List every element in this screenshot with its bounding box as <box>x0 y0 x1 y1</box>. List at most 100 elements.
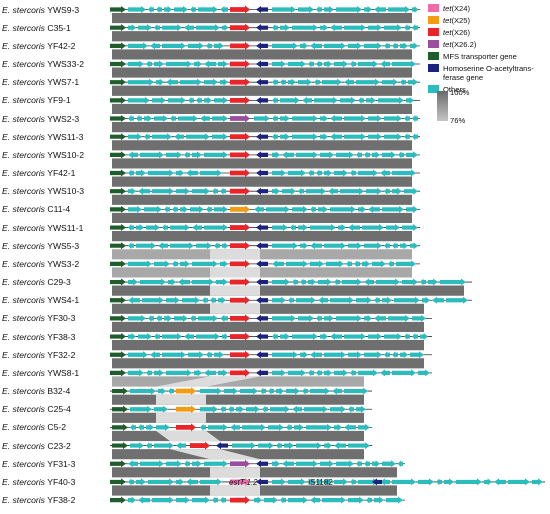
other-gene-arrow <box>392 169 416 177</box>
other-gene-arrow <box>392 187 402 195</box>
strain-label: E. stercoris C11-4 <box>2 202 110 216</box>
homology-band <box>112 340 424 351</box>
other-gene-arrow <box>330 333 342 341</box>
homology-band <box>112 103 412 115</box>
other-gene-arrow <box>154 333 160 341</box>
other-gene-arrow <box>198 314 218 322</box>
tet-gene-arrow <box>230 96 250 105</box>
other-gene-arrow <box>428 278 438 286</box>
other-gene-arrow <box>308 369 314 377</box>
other-gene-arrow <box>214 242 220 250</box>
other-gene-arrow <box>350 478 356 486</box>
other-gene-arrow <box>376 278 400 286</box>
other-gene-arrow <box>166 60 192 68</box>
other-gene-arrow <box>330 405 346 413</box>
other-gene-arrow <box>320 333 328 341</box>
other-gene-arrow <box>324 42 346 50</box>
other-gene-arrow <box>368 333 382 341</box>
strain-track <box>110 241 420 250</box>
mfs-gene-arrow <box>110 187 126 195</box>
other-gene-arrow <box>400 242 408 250</box>
other-gene-arrow <box>348 405 354 413</box>
other-gene-arrow <box>366 496 372 504</box>
other-gene-arrow <box>298 78 312 86</box>
other-gene-arrow <box>330 296 354 304</box>
homoserine-gene-arrow <box>256 42 268 50</box>
other-gene-arrow <box>410 42 418 50</box>
mfs-gene-arrow <box>110 133 126 141</box>
other-gene-arrow <box>204 78 218 86</box>
other-gene-arrow <box>276 442 282 450</box>
other-gene-arrow <box>196 96 202 104</box>
other-gene-arrow <box>224 387 238 395</box>
other-gene-arrow <box>348 224 360 232</box>
other-gene-arrow <box>404 187 418 195</box>
other-gene-arrow <box>350 369 356 377</box>
legend: tet(X24) tet(X25) tet(X26) tet(X26.2) MFS tr… <box>428 4 550 97</box>
other-gene-arrow <box>286 387 300 395</box>
other-gene-arrow <box>214 351 224 359</box>
other-gene-arrow <box>154 405 168 413</box>
other-gene-arrow <box>494 478 506 486</box>
other-gene-arrow <box>128 351 148 359</box>
other-gene-arrow <box>220 260 228 268</box>
other-gene-arrow <box>412 333 418 341</box>
legend-item: MFS transporter gene <box>428 52 550 61</box>
other-gene-arrow <box>220 496 226 504</box>
other-gene-arrow <box>268 423 284 431</box>
other-gene-arrow <box>266 205 290 213</box>
other-gene-arrow <box>344 115 366 123</box>
other-gene-arrow <box>384 242 390 250</box>
other-gene-arrow <box>200 405 218 413</box>
other-gene-arrow <box>184 460 190 468</box>
other-gene-arrow <box>176 169 184 177</box>
legend-item: tet(X26.2) <box>428 40 550 49</box>
other-gene-arrow <box>128 60 144 68</box>
other-gene-arrow <box>162 42 186 50</box>
legend-label: tet(X25) <box>443 16 471 25</box>
other-gene-arrow <box>202 296 208 304</box>
other-gene-arrow <box>404 133 410 141</box>
strain-label: E. stercoris YWS11-3 <box>2 130 110 144</box>
legend-swatch <box>428 64 439 72</box>
other-gene-arrow <box>282 187 296 195</box>
homology-band <box>112 49 412 60</box>
other-gene-arrow <box>310 205 316 213</box>
other-gene-arrow <box>214 205 228 213</box>
other-gene-arrow <box>372 151 380 159</box>
other-gene-arrow <box>218 369 228 377</box>
other-gene-arrow <box>324 242 346 250</box>
species-name: E. stercoris <box>2 331 45 342</box>
other-gene-arrow <box>128 369 144 377</box>
other-gene-arrow <box>336 151 354 159</box>
other-gene-arrow <box>192 460 202 468</box>
other-gene-arrow <box>318 278 332 286</box>
other-gene-arrow <box>272 314 296 322</box>
other-gene-arrow <box>272 78 278 86</box>
other-gene-arrow <box>330 133 342 141</box>
other-gene-arrow <box>128 24 136 32</box>
estT-annotation: estT-1.2 <box>229 478 258 487</box>
homology-bands <box>112 13 464 496</box>
other-gene-arrow <box>324 478 332 486</box>
other-gene-arrow <box>404 24 410 32</box>
species-name: E. stercoris <box>2 131 45 142</box>
species-name: E. stercoris <box>2 186 45 197</box>
other-gene-arrow <box>288 169 306 177</box>
other-gene-arrow <box>170 115 176 123</box>
other-gene-arrow <box>358 60 378 68</box>
other-gene-arrow <box>344 24 366 32</box>
strain-label: E. stercoris C29-3 <box>2 275 110 289</box>
homology-band <box>112 176 412 187</box>
other-gene-arrow <box>406 205 418 213</box>
other-gene-arrow <box>194 60 202 68</box>
other-gene-arrow <box>284 442 294 450</box>
other-gene-arrow <box>170 242 194 250</box>
other-gene-arrow <box>272 6 296 13</box>
other-gene-arrow <box>306 423 332 431</box>
mfs-gene-arrow <box>110 496 126 504</box>
other-gene-arrow <box>346 260 352 268</box>
other-gene-arrow <box>200 169 222 177</box>
tet-gene-arrow <box>176 423 196 432</box>
